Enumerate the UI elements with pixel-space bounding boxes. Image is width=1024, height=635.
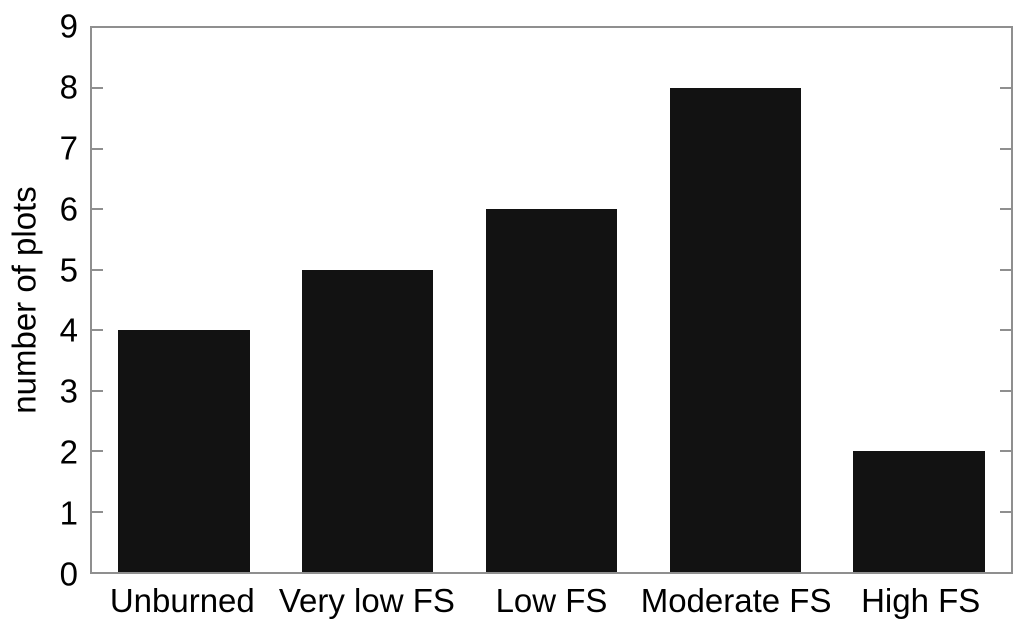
left-tick-mark-5 (92, 268, 103, 271)
y-tick-label-5: 5 (59, 251, 78, 289)
bar-unburned (118, 330, 250, 572)
y-tick-label-6: 6 (59, 190, 78, 228)
left-tick-mark-1 (92, 510, 103, 513)
x-axis-labels: Unburned Very low FS Low FS Moderate FS High… (90, 581, 1013, 627)
right-tick-mark-8 (1000, 87, 1011, 90)
right-tick-mark-2 (1000, 450, 1011, 453)
left-tick-mark-6 (92, 208, 103, 211)
y-tick-label-8: 8 (59, 68, 78, 106)
y-tick-label-2: 2 (59, 433, 78, 471)
bar-very-low-fs (301, 269, 434, 572)
left-tick-mark-3 (92, 389, 103, 392)
left-tick-mark-4 (92, 329, 103, 332)
plot-area (90, 26, 1013, 574)
left-tick-mark-2 (92, 450, 103, 453)
y-tick-label-4: 4 (59, 311, 78, 349)
left-tick-mark-8 (92, 87, 103, 90)
x-tick-label-very-low-fs: Very low FS (278, 582, 455, 619)
bar-moderate-fs (669, 88, 801, 572)
right-tick-mark-7 (1000, 147, 1011, 150)
right-tick-mark-5 (1000, 268, 1011, 271)
x-tick-label-moderate-fs: Moderate FS (640, 582, 832, 619)
right-tick-mark-3 (1000, 389, 1011, 392)
right-tick-mark-1 (1000, 510, 1011, 513)
y-tick-label-7: 7 (59, 129, 78, 167)
y-tick-label-0: 0 (59, 555, 78, 593)
left-tick-mark-7 (92, 147, 103, 150)
y-axis-ticks: 0 1 2 3 4 5 6 7 8 9 (0, 10, 78, 591)
y-tick-label-9: 9 (59, 7, 78, 45)
x-tick-label-low-fs: Low FS (495, 582, 608, 619)
bar-high-fs (853, 451, 985, 572)
right-tick-mark-6 (1000, 208, 1011, 211)
x-tick-label-high-fs: High FS (861, 582, 981, 619)
right-tick-mark-4 (1000, 329, 1011, 332)
bar-low-fs (485, 209, 618, 572)
y-tick-label-1: 1 (59, 494, 78, 532)
y-tick-label-3: 3 (59, 372, 78, 410)
x-tick-label-unburned: Unburned (109, 582, 255, 619)
